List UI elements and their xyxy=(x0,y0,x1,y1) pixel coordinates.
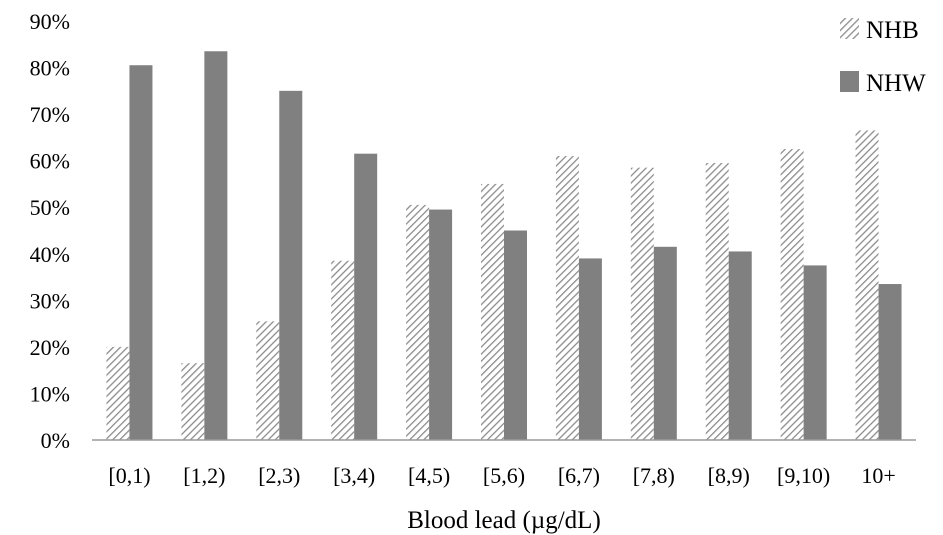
bar-nhw xyxy=(803,265,827,440)
x-tick-label: [5,6) xyxy=(483,463,525,488)
x-tick-label: [6,7) xyxy=(558,463,600,488)
x-tick-label: [1,2) xyxy=(183,463,225,488)
y-tick-label: 30% xyxy=(30,288,70,313)
x-tick-label: [7,8) xyxy=(633,463,675,488)
legend-swatch-nhw xyxy=(840,71,859,92)
bar-nhb xyxy=(705,162,729,440)
x-tick-label: [8,9) xyxy=(708,463,750,488)
y-tick-label: 0% xyxy=(41,428,70,453)
bar-nhb xyxy=(106,346,130,440)
y-tick-label: 40% xyxy=(30,242,70,267)
y-tick-label: 20% xyxy=(30,335,70,360)
bar-nhb xyxy=(481,183,504,440)
x-tick-label: [0,1) xyxy=(108,463,150,488)
y-tick-label: 80% xyxy=(30,56,70,81)
bar-nhw xyxy=(204,51,228,441)
bar-nhb xyxy=(406,204,430,440)
legend-swatch-nhb xyxy=(840,18,859,39)
bar-nhb xyxy=(630,167,654,440)
bar-nhw xyxy=(129,65,153,440)
legend-label-nhw: NHW xyxy=(866,70,926,97)
y-tick-label: 90% xyxy=(30,9,70,34)
bar-nhw xyxy=(878,284,902,440)
y-tick-label: 10% xyxy=(30,381,70,406)
x-tick-label: [9,10) xyxy=(777,463,830,488)
x-tick-label: [3,4) xyxy=(333,463,375,488)
bars xyxy=(106,51,902,441)
x-tick-label: [2,3) xyxy=(258,463,300,488)
y-tick-label: 70% xyxy=(30,102,70,127)
bar-nhb xyxy=(331,260,355,440)
bar-nhw xyxy=(578,258,602,440)
bar-nhb xyxy=(780,149,804,440)
bar-nhw xyxy=(728,251,752,440)
x-tick-label: 10+ xyxy=(861,463,895,488)
legend-label-nhb: NHB xyxy=(866,17,919,44)
bar-nhb xyxy=(855,130,879,440)
x-axis-title: Blood lead (µg/dL) xyxy=(407,507,601,534)
bar-nhb xyxy=(256,321,280,440)
x-axis-labels: [0,1) [1,2) [2,3) [3,4) [4,5) [5,6) [6,7) [7,8)… xyxy=(108,463,895,488)
bar-nhw xyxy=(279,90,303,440)
bar-nhb xyxy=(555,156,579,440)
bar-nhw xyxy=(504,230,527,440)
y-tick-label: 50% xyxy=(30,195,70,220)
bar-nhw xyxy=(354,153,378,440)
y-axis-labels: 0% 10% 20% 30% 40% 50% 60% 70% 80% 90% xyxy=(30,9,70,453)
y-tick-label: 60% xyxy=(30,149,70,174)
legend: NHB NHW xyxy=(840,17,926,97)
bar-nhb xyxy=(181,363,205,440)
bar-nhw xyxy=(429,209,453,440)
bar-nhw xyxy=(653,246,677,440)
x-tick-label: [4,5) xyxy=(408,463,450,488)
